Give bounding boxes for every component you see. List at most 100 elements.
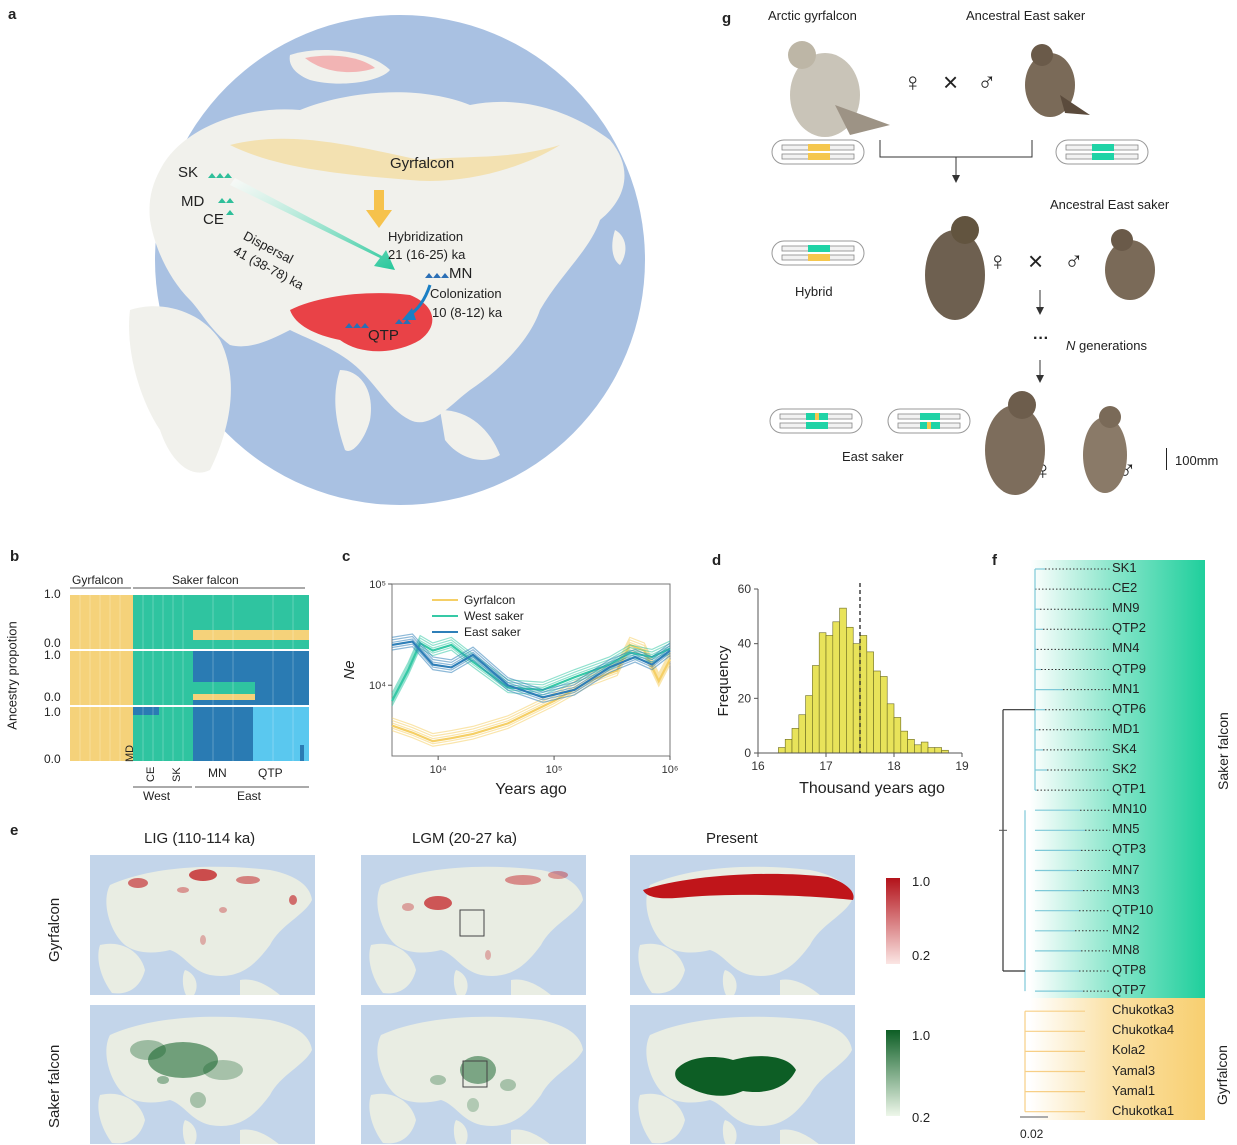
tree-tip-label: MN7 — [1112, 861, 1140, 877]
colorbar-red-max: 1.0 — [912, 874, 931, 889]
falcon-photo-saker-2 — [1105, 229, 1155, 300]
tree-tip-label: QTP10 — [1112, 901, 1154, 917]
histogram-bar — [914, 744, 922, 754]
histogram-bar — [859, 635, 868, 754]
ytick-3-bottom: 0.0 — [44, 752, 61, 766]
map-label-sk: SK — [178, 164, 199, 181]
ytick-1-bottom: 0.0 — [44, 636, 61, 650]
map-saker-lgm — [361, 1005, 586, 1144]
group-west: West — [143, 789, 171, 803]
colorbar-red-min: 0.2 — [912, 948, 931, 963]
scale-100mm: 100mm — [1175, 453, 1219, 468]
sdm-maps — [90, 855, 855, 1144]
series-east-saker-line — [391, 640, 671, 699]
panel-label-e: e — [10, 822, 19, 839]
colorbar-green-max: 1.0 — [912, 1028, 931, 1043]
chart-c-xtick-label: 10⁴ — [430, 764, 447, 776]
ytick-1-top: 1.0 — [44, 587, 61, 601]
histogram-bar — [907, 739, 915, 754]
chart-c-ylabel: Ne — [341, 660, 358, 679]
series-east-saker-line — [391, 635, 671, 693]
row-label-saker: Saker falcon — [46, 1044, 63, 1128]
map-gyr-lgm — [361, 855, 586, 995]
xtick-sk: SK — [171, 767, 183, 782]
gyrfalcon-arrow — [366, 190, 392, 228]
col-title-lgm: LGM (20-27 ka) — [412, 830, 518, 847]
histogram-bar — [798, 714, 806, 754]
tree-tip-label: Yamal3 — [1112, 1062, 1156, 1078]
legend-label: East saker — [464, 625, 521, 639]
map-label-md: MD — [181, 193, 205, 210]
colorbars — [886, 878, 900, 1116]
series-east-saker-line — [391, 633, 671, 691]
admixture-plot — [70, 587, 309, 788]
map-label-gyrfalcon: Gyrfalcon — [390, 155, 455, 172]
tree-tip-label: QTP1 — [1112, 781, 1146, 797]
hybrid-scheme-graphics — [769, 41, 1155, 495]
chromosome-gyrfalcon — [771, 139, 865, 165]
panel-label-b: b — [10, 548, 20, 565]
xtick-mn: MN — [208, 766, 227, 780]
histogram-bar — [852, 643, 861, 754]
histogram-bar — [886, 703, 895, 754]
female-symbol-2: ♀ — [988, 246, 1008, 276]
series-gyrfalcon-line — [391, 636, 671, 735]
panel-label-d: d — [712, 552, 722, 569]
tree-tip-label: SK4 — [1112, 740, 1137, 756]
ytick-2-bottom: 0.0 — [44, 690, 61, 704]
sea-asia-land — [440, 410, 500, 460]
tree-tip-label: QTP6 — [1112, 700, 1146, 716]
histogram-bar — [805, 695, 813, 754]
chromosome-hybrid — [771, 240, 865, 266]
chromosome-east-2 — [887, 408, 971, 434]
chart-c-ytick-label: 10⁵ — [369, 579, 386, 591]
histogram-bar — [784, 739, 793, 754]
chart-d-ytick-label: 0 — [744, 746, 751, 760]
histogram-bar — [825, 635, 834, 754]
female-symbol-1: ♀ — [903, 67, 923, 97]
legend-label: West saker — [464, 609, 524, 623]
col-title-lig: LIG (110-114 ka) — [144, 830, 256, 847]
tree-scale-bar — [1020, 1116, 1048, 1118]
tree-tip-label: MN3 — [1112, 881, 1140, 897]
tree-tip-label: SK1 — [1112, 560, 1137, 575]
ytick-3-top: 1.0 — [44, 705, 61, 719]
chart-d: 16 17 18 19 0 20 40 60 Thousand years ago Frequen… — [715, 582, 969, 797]
label-ancestral-east-saker-2: Ancestral East saker — [1050, 197, 1170, 212]
chart-d-ytick-label: 20 — [738, 691, 752, 705]
colonization-arrowhead — [402, 308, 416, 320]
chart-c-ytick-label: 10⁴ — [369, 680, 386, 692]
series-east-saker-line — [391, 638, 671, 696]
chart-d-xtick-label: 19 — [955, 759, 969, 773]
east-markers — [345, 273, 449, 328]
cross-symbol-1: × — [943, 67, 959, 97]
dispersal-arrow — [230, 178, 395, 270]
chart-c-xtick-label: 10⁶ — [662, 764, 679, 776]
tree-tip-label: QTP2 — [1112, 620, 1146, 636]
tree-tip-label: MN9 — [1112, 600, 1140, 616]
globe-map — [129, 15, 645, 505]
series-gyrfalcon-line — [391, 639, 671, 737]
map-saker-lig — [90, 1005, 315, 1144]
falcon-photo-gyrfalcon — [788, 41, 890, 137]
tree-tip-label: MN1 — [1112, 680, 1140, 696]
chart-d-xtick-label: 18 — [887, 759, 901, 773]
colorbar-green-min: 0.2 — [912, 1110, 931, 1125]
chart-d-xtick-label: 16 — [751, 759, 765, 773]
falcon-photo-east-female — [985, 391, 1045, 495]
series-east-saker-line — [391, 645, 671, 703]
histogram-bar — [920, 741, 929, 754]
chart-d-ytick-label: 60 — [738, 582, 752, 596]
xtick-ce: CE — [145, 766, 157, 782]
histogram-bar — [934, 747, 942, 754]
tree-tip-label: MN8 — [1112, 941, 1140, 957]
histogram-bar — [778, 747, 786, 754]
map-gyr-present — [630, 855, 855, 995]
cross-symbol-2: × — [1028, 246, 1044, 276]
tree-tip-label: MN2 — [1112, 921, 1140, 937]
tree-tip-label: MN5 — [1112, 821, 1140, 837]
colorbar-green — [886, 1030, 900, 1116]
series-east-saker-line — [391, 643, 671, 701]
qtp-habitat — [290, 293, 433, 352]
tree-tip-label: SK2 — [1112, 761, 1137, 776]
